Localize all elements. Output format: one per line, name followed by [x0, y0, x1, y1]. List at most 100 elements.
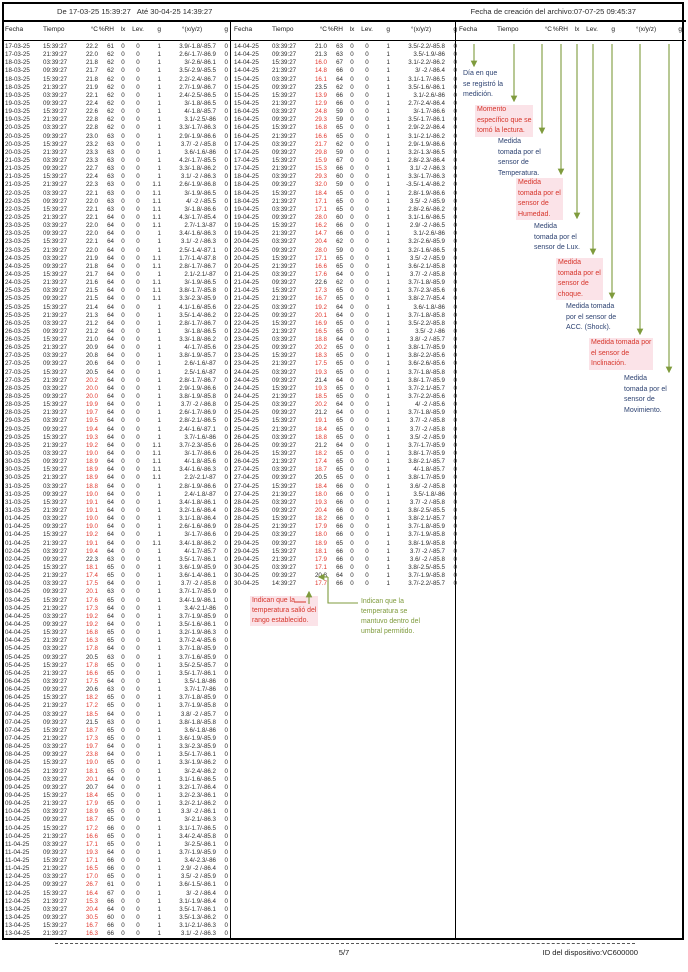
cell-lev: 0 [365, 213, 369, 221]
cell-xyz: 3.3/-2.3/-85.9 [179, 295, 216, 303]
cell-rh: 63 [107, 718, 114, 726]
cell-rh: 64 [107, 417, 114, 425]
cell-xyz: 3.2/-2.3/-86.1 [179, 791, 216, 799]
cell-g: 1 [157, 83, 161, 91]
cell-g2: 0 [453, 433, 457, 441]
callout-line: sensor de Lux. [534, 244, 580, 252]
cell-g: 1 [386, 156, 390, 164]
cell-g2: 0 [224, 368, 228, 376]
cell-lx: 0 [350, 99, 354, 107]
cell-tiempo: 03:39:27 [272, 498, 297, 506]
cell-xyz: 3.6/-2.1/-85.8 [408, 262, 445, 270]
cell-temp: 21.7 [85, 67, 98, 75]
cell-rh: 66 [336, 507, 343, 515]
cell-temp: 17.2 [85, 824, 98, 832]
cell-fecha: 28-04-25 [234, 523, 259, 531]
table-row: 24-04-25 03:39:27 19.3 65 0 0 1 3.7/-1.8/-85.8 0 [233, 369, 458, 377]
cell-fecha: 24-03-25 [5, 262, 30, 270]
cell-g2: 0 [453, 91, 457, 99]
cell-g: 1 [157, 230, 161, 238]
table-row: 02-04-25 21:39:27 17.4 65 0 0 1 3.6/-1.4/-86.1 0 [4, 572, 229, 580]
cell-temp: 20.4 [85, 905, 98, 913]
cell-rh: 61 [107, 43, 114, 50]
column-header: Fecha [234, 26, 253, 33]
cell-rh: 62 [336, 279, 343, 287]
cell-temp: 18.7 [85, 816, 98, 824]
cell-temp: 22.8 [85, 124, 98, 132]
table-row: 23-03-25 09:39:27 22.0 64 0 0 1 3.4/-1.6/-86.3 0 [4, 230, 229, 238]
cell-fecha: 29-03-25 [5, 433, 30, 441]
cell-lev: 0 [136, 637, 140, 645]
cell-lx: 0 [121, 376, 125, 384]
cell-lx: 0 [121, 873, 125, 881]
callout-line: Medida [534, 223, 557, 230]
cell-lx: 0 [350, 311, 354, 319]
cell-fecha: 27-03-25 [5, 352, 30, 360]
cell-temp: 24.8 [314, 108, 327, 116]
cell-xyz: 3.3/ -2 /-86.1 [180, 808, 216, 816]
cell-rh: 64 [107, 344, 114, 352]
cell-lx: 0 [350, 67, 354, 75]
cell-tiempo: 21:39:27 [43, 832, 68, 840]
cell-lev: 0 [136, 767, 140, 775]
cell-rh: 66 [336, 99, 343, 107]
cell-xyz: 3.7/-2.3/-85.6 [408, 287, 445, 295]
cell-fecha: 13-04-25 [5, 914, 30, 922]
cell-temp: 16.8 [85, 629, 98, 637]
column-header: g [611, 26, 615, 33]
cell-temp: 18.0 [314, 531, 327, 539]
cell-lev: 0 [136, 564, 140, 571]
cell-tiempo: 21:39:27 [272, 295, 297, 303]
cell-g2: 0 [224, 677, 228, 685]
cell-g2: 0 [224, 539, 228, 547]
cell-lx: 0 [350, 547, 354, 555]
cell-temp: 20.4 [314, 507, 327, 515]
date-range-label: De 17-03-25 15:39:27 Até 30-04-25 14:39:… [57, 7, 213, 16]
cell-lx: 0 [350, 490, 354, 498]
cell-xyz: 3.7/-1.7/-85.9 [408, 441, 445, 449]
cell-fecha: 16-04-25 [234, 108, 259, 116]
cell-tiempo: 03:39:27 [43, 319, 68, 327]
cell-lx: 0 [121, 352, 125, 360]
cell-temp: 16.1 [314, 75, 327, 83]
cell-temp: 17.1 [85, 857, 98, 865]
table-row: 15-04-25 09:39:27 23.5 62 0 0 1 3.5/-1.6/-86.1 0 [233, 84, 458, 92]
cell-g2: 0 [224, 604, 228, 612]
cell-g: 1 [157, 808, 161, 816]
cell-g: 1 [386, 482, 390, 490]
cell-g: 1 [157, 75, 161, 83]
cell-g: 1 [386, 51, 390, 59]
cell-lx: 0 [121, 531, 125, 539]
cell-g: 1 [386, 441, 390, 449]
cell-temp: 17.3 [314, 287, 327, 295]
table-row: 24-04-25 21:39:27 18.5 65 0 0 1 3.7/-2.2/-85.6 0 [233, 393, 458, 401]
cell-rh: 64 [107, 401, 114, 409]
table-row: 12-04-25 15:39:27 16.4 67 0 0 1 3/ -2 /-86.4 0 [4, 890, 229, 898]
cell-rh: 64 [107, 246, 114, 254]
cell-tiempo: 03:39:27 [272, 368, 297, 376]
cell-rh: 64 [107, 783, 114, 791]
cell-fecha: 22-03-25 [5, 213, 30, 221]
cell-fecha: 04-04-25 [5, 612, 30, 620]
table-row: 20-04-25 21:39:27 16.6 65 0 0 1 3.6/-2.1/-85.8 0 [233, 263, 458, 271]
cell-g2: 0 [224, 840, 228, 848]
table-row: 23-03-25 15:39:27 22.1 64 0 0 1 3.1/ -2 /-86.3 0 [4, 238, 229, 246]
table-row: 08-04-25 15:39:27 19.0 65 0 0 1 3.3/-1.9/-86.2 0 [4, 759, 229, 767]
cell-tiempo: 03:39:27 [43, 91, 68, 99]
cell-fecha: 16-04-25 [234, 116, 259, 124]
cell-temp: 17.2 [85, 702, 98, 710]
cell-tiempo: 21:39:27 [272, 230, 297, 238]
cell-g2: 0 [224, 922, 228, 930]
cell-lx: 0 [121, 547, 125, 555]
cell-lx: 0 [350, 417, 354, 425]
cell-rh: 65 [107, 661, 114, 669]
cell-g: 1 [386, 140, 390, 148]
cell-lev: 0 [136, 922, 140, 930]
cell-fecha: 23-03-25 [5, 246, 30, 254]
cell-rh: 62 [336, 238, 343, 246]
cell-lx: 0 [121, 124, 125, 132]
cell-g2: 0 [453, 67, 457, 75]
table-row: 23-04-25 09:39:27 20.2 65 0 0 1 3.8/-1.7/-85.9 0 [233, 344, 458, 352]
cell-fecha: 27-04-25 [234, 482, 259, 490]
cell-temp: 16.7 [85, 922, 98, 930]
